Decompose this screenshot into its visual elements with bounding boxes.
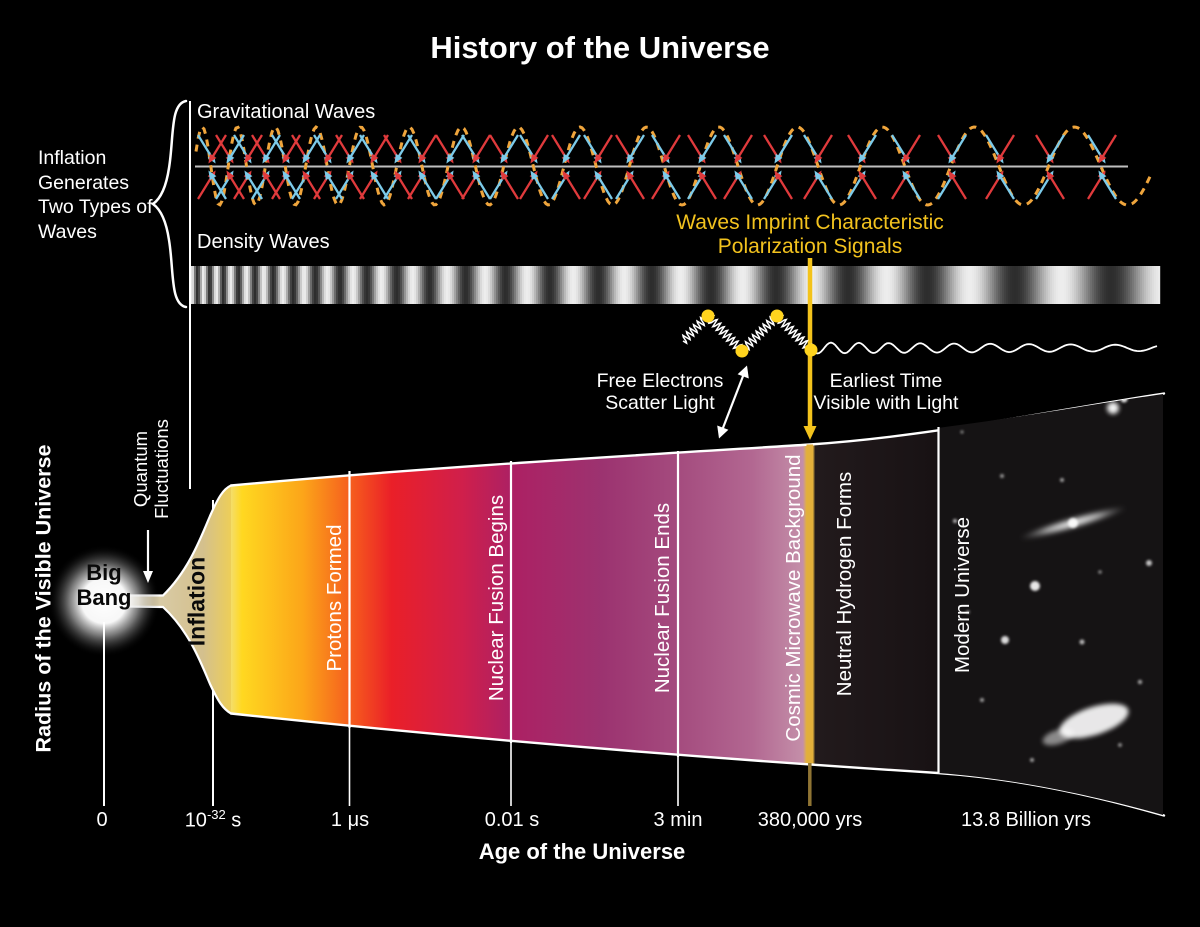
- tick-unit: s: [225, 809, 242, 832]
- milestone-dividers: [348, 427, 940, 806]
- milestone-nuclear-fusion-begins: Nuclear Fusion Begins: [485, 494, 508, 702]
- tick-13-8byrs: 13.8 Billion yrs: [960, 809, 1092, 831]
- page-title: History of the Universe: [430, 30, 770, 65]
- modern-universe-starfield: [938, 394, 1163, 815]
- tick-10-32s: 10-32 s: [153, 807, 273, 833]
- brace-icon: [150, 99, 188, 309]
- tick-0-01s: 0.01 s: [484, 809, 540, 831]
- cmb-gold-stripe: [806, 444, 813, 763]
- tick-1us: 1 μs: [330, 809, 370, 831]
- inflation-label: Inflation: [183, 556, 210, 647]
- quantum-fluctuations-label: Quantum Fluctuations: [130, 419, 172, 519]
- density-waves-label: Density Waves: [197, 231, 330, 253]
- inflation-generates-label: Inflation Generates Two Types of Waves: [38, 147, 153, 243]
- tick-exponent: -32: [206, 807, 226, 822]
- electron-scattering-graphic: [681, 309, 1158, 358]
- tick-base: 10: [184, 809, 207, 832]
- milestone-modern-universe: Modern Universe: [951, 516, 974, 674]
- inflation-flare: [120, 486, 231, 713]
- big-bang-glow: [48, 545, 160, 657]
- y-axis-label: Radius of the Visible Universe: [31, 444, 56, 753]
- scatter-double-arrow: [717, 365, 749, 439]
- polarization-arrow: [803, 258, 817, 440]
- universe-cone: [231, 394, 1163, 815]
- flare-bottom-edge: [118, 605, 233, 715]
- polarization-note: Waves Imprint Characteristic Polarizatio…: [676, 211, 944, 258]
- gravitational-waves-label: Gravitational Waves: [197, 101, 376, 123]
- gravitational-waves-graphic: [194, 124, 1152, 208]
- tick-3min: 3 min: [653, 809, 703, 831]
- flare-top-edge: [118, 484, 233, 597]
- quantum-fluctuations-arrow: [143, 530, 153, 583]
- milestone-neutral-hydrogen-forms: Neutral Hydrogen Forms: [833, 471, 856, 697]
- free-electrons-note: Free Electrons Scatter Light: [596, 370, 724, 414]
- milestone-nuclear-fusion-ends: Nuclear Fusion Ends: [651, 502, 674, 694]
- density-waves-bar: [190, 266, 1161, 304]
- milestone-protons-formed: Protons Formed: [323, 524, 346, 672]
- tick-380000yrs: 380,000 yrs: [757, 809, 863, 831]
- earliest-time-note: Earliest Time Visible with Light: [813, 370, 959, 414]
- x-axis-label: Age of the Universe: [478, 839, 686, 864]
- tick-0: 0: [96, 809, 108, 831]
- big-bang-label: Big Bang: [76, 560, 132, 610]
- milestone-cosmic-microwave-background: Cosmic Microwave Background: [782, 454, 805, 742]
- bright-galaxy: [1059, 703, 1129, 739]
